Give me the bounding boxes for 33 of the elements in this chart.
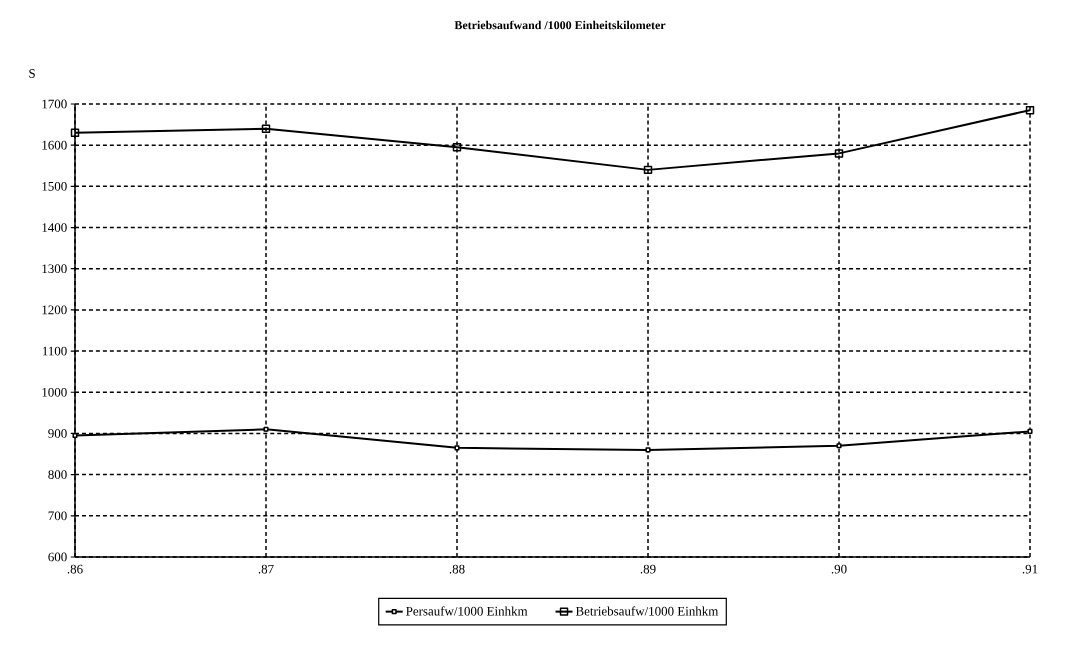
- y-tick-label: 1000: [42, 387, 67, 397]
- point: [645, 447, 651, 453]
- y-tick-label: 1700: [42, 99, 67, 109]
- point: [834, 149, 844, 158]
- y-tick-label: 1100: [42, 346, 67, 356]
- x-tick-label: .87: [258, 564, 274, 574]
- point: [70, 128, 80, 138]
- y-tick-label: 1200: [42, 305, 67, 315]
- point: [1027, 428, 1033, 434]
- x-tick-label: .90: [831, 564, 847, 574]
- y-tick-label: 1400: [42, 223, 67, 232]
- y-axis-title: S: [29, 69, 35, 78]
- legend-label: Persaufw/1000 Einhkm: [406, 606, 528, 616]
- x-tick-label: .86: [67, 564, 83, 574]
- y-tick-label: 1600: [42, 140, 67, 150]
- x-tick-label: .88: [449, 564, 465, 574]
- point: [263, 426, 269, 432]
- y-tick-label: 1300: [42, 264, 67, 274]
- point: [836, 443, 842, 449]
- x-tick-label: .89: [640, 564, 656, 574]
- y-tick-label: 800: [48, 470, 67, 479]
- point: [1025, 105, 1035, 115]
- point: [261, 124, 271, 133]
- chart-title: Betriebsaufwand /1000 Einheitskilometer: [454, 20, 666, 30]
- legend-label: Betriebsaufw/1000 Einhkm: [575, 606, 719, 616]
- y-tick-label: 1500: [42, 181, 67, 191]
- point: [643, 165, 653, 175]
- y-tick-label: 600: [48, 552, 67, 562]
- y-tick-label: 900: [48, 429, 67, 438]
- point: [452, 142, 462, 152]
- y-tick-label: 700: [48, 511, 67, 521]
- point: [454, 445, 460, 451]
- x-tick-label: .91: [1022, 564, 1038, 574]
